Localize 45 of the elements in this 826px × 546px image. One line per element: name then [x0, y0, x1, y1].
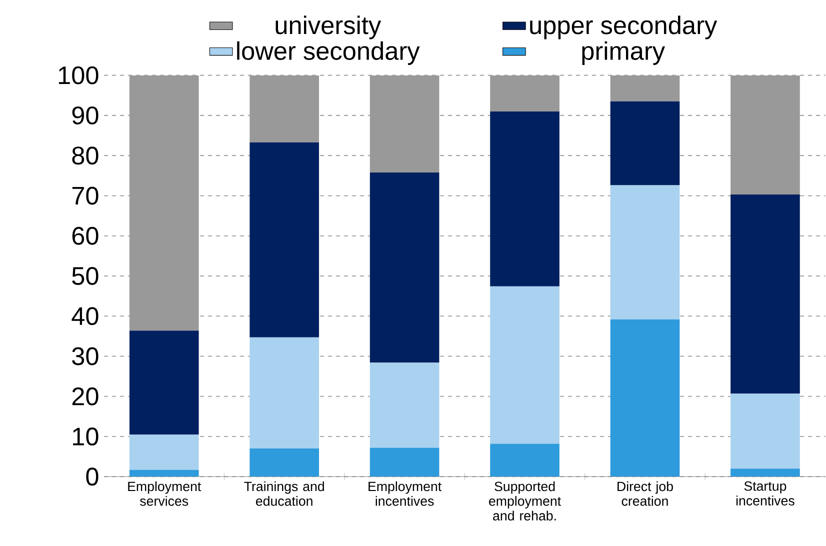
y-tick-label: 40	[72, 307, 98, 326]
bar	[250, 448, 320, 477]
bar	[129, 470, 199, 477]
bar	[610, 75, 680, 102]
legend-label: lower secondary	[237, 41, 420, 65]
legend-label: primary	[582, 41, 665, 65]
bar	[730, 394, 800, 469]
bar	[370, 75, 440, 172]
bar	[610, 319, 680, 477]
y-tick-label: 30	[72, 347, 98, 366]
bar	[730, 468, 800, 477]
bar	[370, 362, 440, 448]
bar	[250, 142, 320, 338]
y-tick-label: 60	[72, 226, 98, 245]
bar	[129, 75, 199, 331]
y-tick-label: 10	[73, 428, 98, 446]
bar	[129, 330, 199, 435]
bar	[250, 75, 320, 142]
y-tick-label: 20	[72, 387, 98, 406]
bar	[490, 444, 560, 477]
y-tick-label: 50	[72, 267, 98, 285]
bar	[730, 75, 800, 195]
x-tick-label: Startup incentives	[736, 481, 794, 506]
bar	[490, 75, 560, 112]
x-tick-label: Trainings and education	[244, 481, 324, 506]
bar	[370, 172, 440, 363]
y-tick-label: 0	[86, 468, 98, 486]
bar	[610, 101, 680, 186]
bar	[490, 111, 560, 286]
x-tick-label: Employment incentives	[368, 481, 442, 506]
bar	[370, 448, 440, 477]
y-tick-label: 80	[72, 146, 98, 165]
bar	[490, 286, 560, 444]
legend-label: upper secondary	[530, 16, 718, 40]
legend-label: university	[276, 16, 382, 40]
bar	[129, 434, 199, 470]
bar	[610, 185, 680, 320]
x-tick-label: Supported employment and rehab.	[489, 481, 561, 520]
x-tick-label: Employment services	[128, 481, 202, 506]
y-tick-label: 90	[72, 106, 98, 124]
y-tick-label: 70	[72, 186, 98, 205]
bar	[250, 337, 320, 449]
y-tick-label: 100	[58, 66, 98, 84]
bar	[730, 194, 800, 394]
x-tick-label: Direct job creation	[618, 481, 673, 506]
